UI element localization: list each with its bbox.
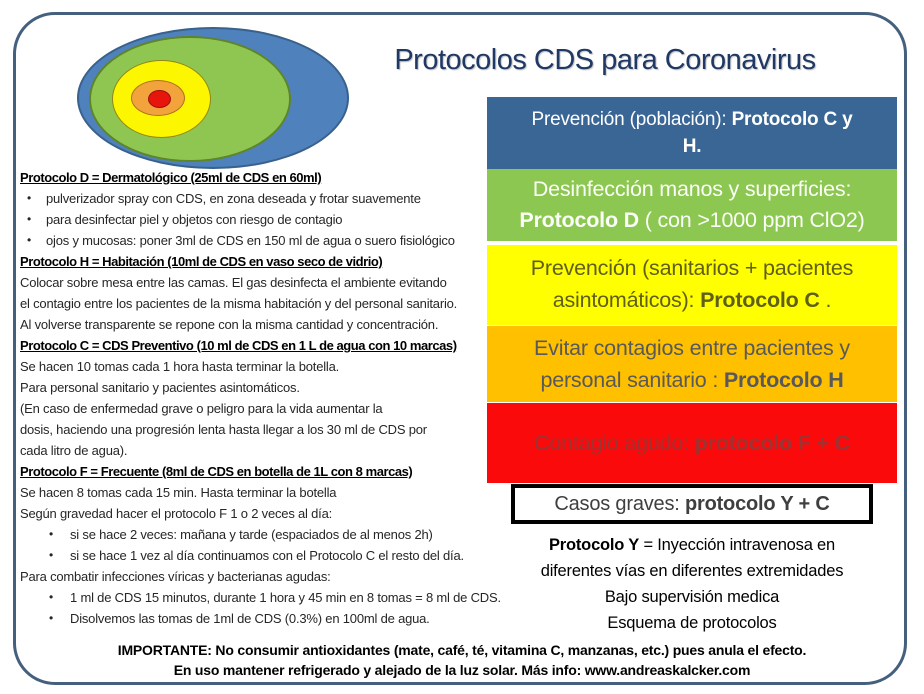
- box-text: Protocolo C y H.: [682, 109, 853, 157]
- protocol-text-line: • ojos y mucosas: poner 3ml de CDS en 150…: [20, 230, 490, 251]
- bullet-text: Disolvemos las tomas de 1ml de CDS (0.3%…: [70, 611, 430, 626]
- protocol-text-line: cada litro de agua).: [20, 443, 128, 458]
- protocol-text-line: el contagio entre los pacientes de la mi…: [20, 296, 458, 311]
- box-text: Casos graves:: [554, 493, 685, 515]
- bullet-icon: •: [49, 548, 54, 562]
- protocol-box-casos-graves: Casos graves: protocolo Y + C: [511, 484, 873, 524]
- protocol-text-line: • 1 ml de CDS 15 minutos, durante 1 hora …: [20, 587, 501, 608]
- protocol-box-contagio-agudo: Contagio agudo: protocolo F + C: [487, 403, 897, 483]
- protocol-text-line: • pulverizador spray con CDS, en zona des…: [20, 188, 490, 209]
- protocol-descriptions: Protocolo D = Dermatológico (25ml de CDS…: [20, 167, 501, 629]
- bullet-icon: •: [49, 527, 54, 541]
- bullet-text: si se hace 2 veces: mañana y tarde (espa…: [70, 527, 433, 542]
- bullet-text: si se hace 1 vez al día continuamos con …: [70, 548, 464, 563]
- protocol-box-evitar-contagios: Evitar contagios entre pacientes y perso…: [487, 326, 897, 402]
- page-title: Protocolos CDS para Coronavirus: [394, 44, 816, 76]
- bullet-text: 1 ml de CDS 15 minutos, durante 1 hora y…: [70, 590, 501, 605]
- protocol-y-note-line: Bajo supervisión medica: [487, 584, 897, 610]
- box-text: protocolo F + C: [694, 431, 850, 455]
- box-text: Desinfección manos y superficies:: [532, 177, 852, 201]
- protocol-text-line: Para personal sanitario y pacientes asin…: [20, 380, 300, 395]
- protocol-section-header: Protocolo F = Frecuente (8ml de CDS en b…: [20, 464, 413, 479]
- protocol-text-line: dosis, haciendo una progresión lenta has…: [20, 422, 427, 437]
- protocol-y-note-line: diferentes vías en diferentes extremidad…: [487, 558, 897, 584]
- box-text: ( con >1000 ppm ClO2): [638, 208, 865, 232]
- venn-ring-red-center: [148, 90, 171, 108]
- footer-warning: IMPORTANTE: No consumir antioxidantes (m…: [20, 640, 904, 680]
- protocol-y-note-line: Protocolo Y = Inyección intravenosa en: [487, 532, 897, 558]
- box-text: Prevención (población):: [531, 109, 732, 130]
- protocol-text-line: Se hacen 10 tomas cada 1 hora hasta term…: [20, 359, 340, 374]
- protocol-y-note: Protocolo Y = Inyección intravenosa en di…: [487, 532, 897, 636]
- protocol-text-line: (En caso de enfermedad grave o peligro p…: [20, 401, 383, 416]
- protocol-text-line: • Disolvemos las tomas de 1ml de CDS (0.3…: [20, 608, 490, 629]
- note-text: Bajo supervisión medica: [604, 588, 780, 606]
- bullet-icon: •: [27, 212, 32, 226]
- box-text: Protocolo D: [519, 208, 639, 232]
- bullet-text: ojos y mucosas: poner 3ml de CDS en 150 …: [46, 233, 455, 248]
- box-text: protocolo Y + C: [684, 493, 830, 515]
- protocol-box-prevencion-sanitarios: Prevención (sanitarios + pacientes asint…: [487, 245, 897, 325]
- protocol-text-line: Se hacen 8 tomas cada 15 min. Hasta term…: [20, 485, 337, 500]
- note-text: diferentes vías en diferentes extremidad…: [540, 562, 844, 580]
- footer-line: IMPORTANTE: No consumir antioxidantes (m…: [117, 642, 807, 658]
- protocol-text-line: • si se hace 1 vez al día continuamos con…: [20, 545, 490, 566]
- protocol-text-line: Colocar sobre mesa entre las camas. El g…: [20, 275, 447, 290]
- bullet-text: pulverizador spray con CDS, en zona dese…: [46, 191, 421, 206]
- protocol-text-line: • para desinfectar piel y objetos con rie…: [20, 209, 490, 230]
- bullet-icon: •: [49, 590, 54, 604]
- protocol-boxes: Prevención (población): Protocolo C y H.…: [487, 97, 897, 524]
- bullet-text: para desinfectar piel y objetos con ries…: [46, 212, 343, 227]
- protocol-text-line: Al volverse transparente se repone con l…: [20, 317, 439, 332]
- box-text: Contagio agudo:: [534, 431, 695, 455]
- box-text: Protocolo C: [700, 288, 820, 312]
- bullet-icon: •: [27, 233, 32, 247]
- footer-line: En uso mantener refrigerado y alejado de…: [173, 662, 751, 678]
- protocol-text-line: Según gravedad hacer el protocolo F 1 o …: [20, 506, 333, 521]
- protocol-section-header: Protocolo C = CDS Preventivo (10 ml de C…: [20, 338, 457, 353]
- protocol-text-line: Para combatir infecciones víricas y bact…: [20, 569, 331, 584]
- protocol-text-line: • si se hace 2 veces: mañana y tarde (esp…: [20, 524, 490, 545]
- protocol-y-note-line: Esquema de protocolos: [487, 610, 897, 636]
- bullet-icon: •: [49, 611, 54, 625]
- note-text: Protocolo Y: [548, 536, 640, 554]
- protocol-box-desinfeccion-manos: Desinfección manos y superficies: Protoc…: [487, 169, 897, 241]
- box-text: Prevención (sanitarios + pacientes asint…: [530, 256, 854, 312]
- protocol-box-prevencion-poblacion: Prevención (población): Protocolo C y H.: [487, 97, 897, 169]
- protocol-section-header: Protocolo D = Dermatológico (25ml de CDS…: [20, 170, 322, 185]
- box-text: .: [819, 288, 832, 312]
- note-text: Esquema de protocolos: [607, 614, 777, 632]
- protocol-section-header: Protocolo H = Habitación (10ml de CDS en…: [20, 254, 383, 269]
- bullet-icon: •: [27, 191, 32, 205]
- box-text: Evitar contagios entre pacientes y perso…: [534, 336, 850, 392]
- note-text: = Inyección intravenosa en: [639, 536, 836, 554]
- box-text: Protocolo H: [723, 368, 844, 392]
